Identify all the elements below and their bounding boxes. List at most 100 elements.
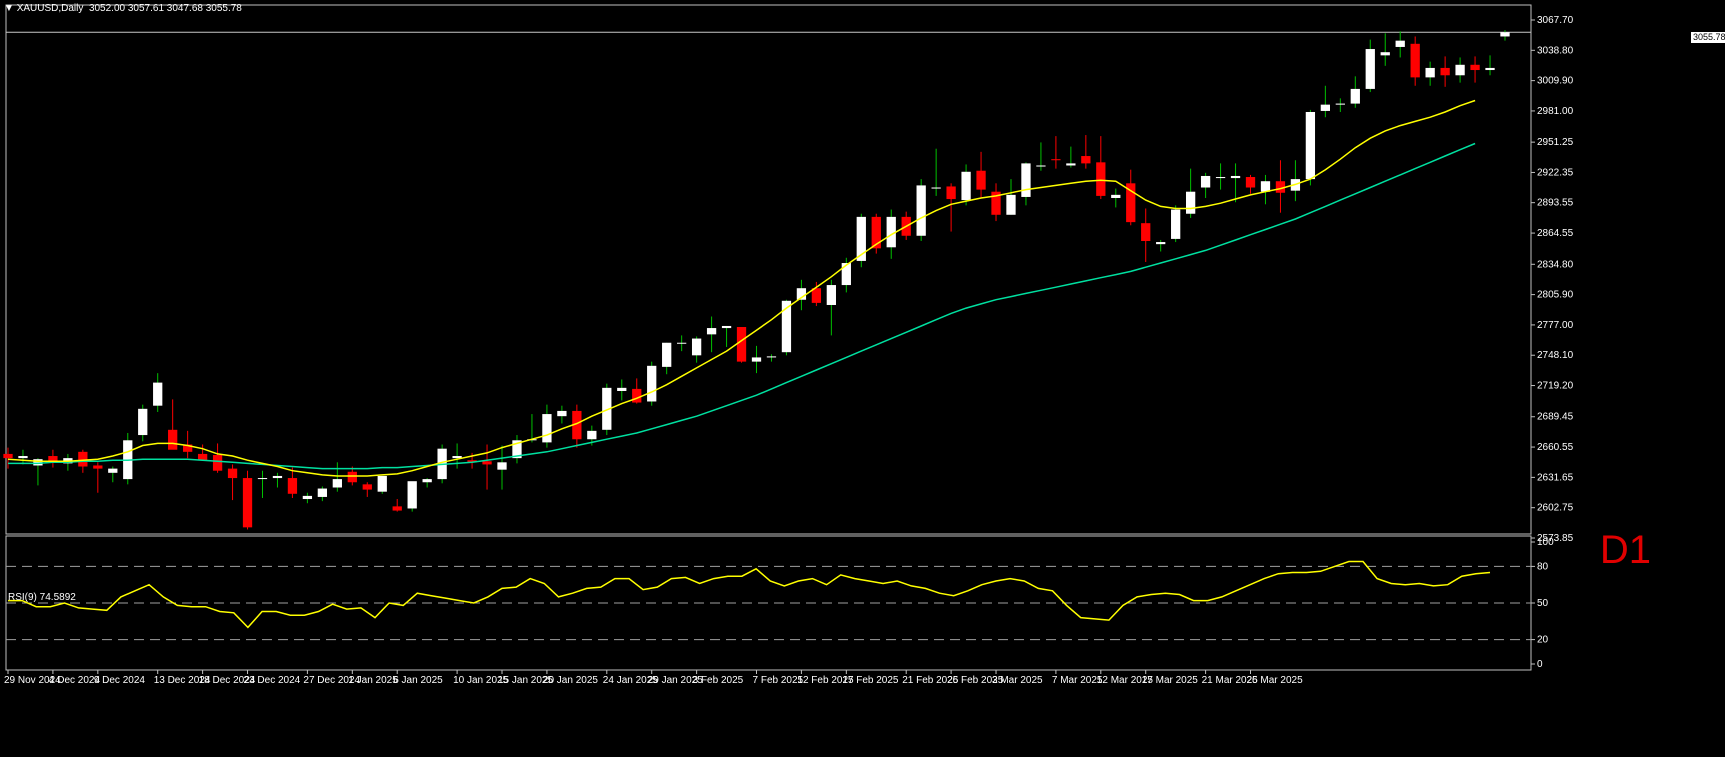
candle	[991, 183, 1001, 222]
candle	[138, 404, 148, 442]
x-tick-label: 18 Dec 2024	[199, 675, 256, 686]
candle	[1126, 169, 1136, 226]
candle	[662, 342, 672, 375]
candle	[227, 464, 238, 501]
y-tick-label: 2805.90	[1537, 290, 1574, 301]
candle-body	[317, 488, 328, 497]
candle	[1021, 162, 1031, 206]
candle-body	[197, 453, 208, 461]
candle	[332, 462, 342, 492]
candle-body	[557, 410, 567, 417]
candle-body	[871, 216, 881, 249]
candle-body	[1500, 32, 1510, 37]
x-tick-label: 3 Mar 2025	[992, 675, 1043, 686]
candle	[691, 336, 702, 363]
candle	[1485, 55, 1495, 76]
candle	[33, 458, 43, 486]
candle-body	[1485, 67, 1495, 71]
candle-body	[272, 475, 283, 479]
y-tick-label: 2631.65	[1537, 472, 1574, 483]
y-tick-label: 2573.85	[1537, 533, 1574, 544]
chart-header: ▼ XAUUSD,Daily 3052.00 3057.61 3047.68 3…	[4, 3, 242, 14]
candle	[1500, 30, 1510, 41]
candle	[377, 475, 387, 494]
timeframe-label: D1	[1599, 528, 1651, 572]
candle-body	[1200, 175, 1211, 188]
candle	[212, 443, 223, 473]
candle	[1380, 33, 1390, 66]
candle-body	[48, 456, 58, 463]
candle	[1141, 208, 1151, 262]
candle	[257, 470, 268, 498]
x-tick-label: 27 Dec 2024	[303, 675, 360, 686]
header-arrow-icon[interactable]: ▼	[4, 3, 14, 14]
candle	[1305, 109, 1316, 186]
candle	[1111, 188, 1121, 208]
candle-body	[991, 191, 1001, 215]
x-tick-label: 9 Dec 2024	[94, 675, 146, 686]
candle-body	[287, 478, 298, 494]
y-tick-label: 3067.70	[1537, 15, 1574, 26]
candle-body	[1081, 156, 1091, 164]
candle	[826, 279, 836, 336]
x-tick-label: 20 Jan 2025	[543, 675, 598, 686]
candle-body	[182, 444, 193, 452]
candle	[1200, 172, 1211, 198]
candle	[317, 486, 328, 502]
ma-fast-line	[7, 99, 1476, 477]
ohlc-readout: 3052.00 3057.61 3047.68 3055.78	[88, 3, 242, 14]
candle	[1156, 239, 1166, 252]
candle-body	[347, 471, 357, 483]
candle	[976, 151, 986, 198]
candle-body	[407, 481, 417, 509]
candle-body	[632, 388, 642, 403]
main-pane-frame	[5, 4, 1532, 535]
candle-body	[886, 216, 896, 248]
rsi-tick-label: 100	[1537, 537, 1554, 548]
candle-body	[826, 285, 836, 305]
candle	[1230, 163, 1241, 203]
y-tick-label: 2951.25	[1537, 137, 1574, 148]
candle-body	[1335, 103, 1345, 105]
y-tick-label: 2689.45	[1537, 412, 1574, 423]
candle-body	[377, 475, 387, 492]
current-price-tag: 3055.78	[1691, 32, 1725, 43]
y-tick-label: 2893.55	[1537, 198, 1574, 209]
candle-body	[452, 456, 462, 459]
candle-body	[1305, 111, 1316, 180]
candle-body	[78, 451, 88, 467]
candle	[362, 482, 372, 497]
x-tick-label: 21 Feb 2025	[902, 675, 959, 686]
x-tick-label: 6 Jan 2025	[393, 675, 443, 686]
candle-body	[227, 468, 238, 479]
candle-body	[392, 506, 402, 511]
candle-body	[302, 495, 313, 500]
candle-body	[1230, 175, 1241, 179]
ma-slow-line	[8, 142, 1476, 470]
candle-body	[1171, 209, 1181, 239]
candle	[1245, 174, 1256, 194]
candle-body	[1455, 64, 1465, 76]
y-tick-label: 2602.75	[1537, 503, 1574, 514]
x-tick-label: 29 Nov 2024	[4, 675, 61, 686]
candle-body	[781, 300, 792, 353]
candle-body	[1425, 67, 1435, 78]
candle	[1051, 136, 1061, 169]
candle-body	[1245, 177, 1256, 188]
candle-body	[1051, 159, 1061, 161]
x-tick-label: 12 Mar 2025	[1097, 675, 1154, 686]
candle-body	[916, 185, 926, 236]
candle	[856, 213, 866, 268]
x-tick-label: 7 Feb 2025	[753, 675, 804, 686]
candle	[1320, 85, 1331, 118]
candle-body	[796, 288, 807, 300]
candle-body	[1215, 177, 1226, 179]
candle	[497, 445, 507, 490]
y-tick-label: 2864.55	[1537, 228, 1574, 239]
candle	[647, 361, 657, 406]
candle	[542, 404, 552, 448]
candle-body	[422, 479, 432, 483]
candle-body	[1036, 165, 1046, 167]
candle-body	[946, 186, 956, 200]
